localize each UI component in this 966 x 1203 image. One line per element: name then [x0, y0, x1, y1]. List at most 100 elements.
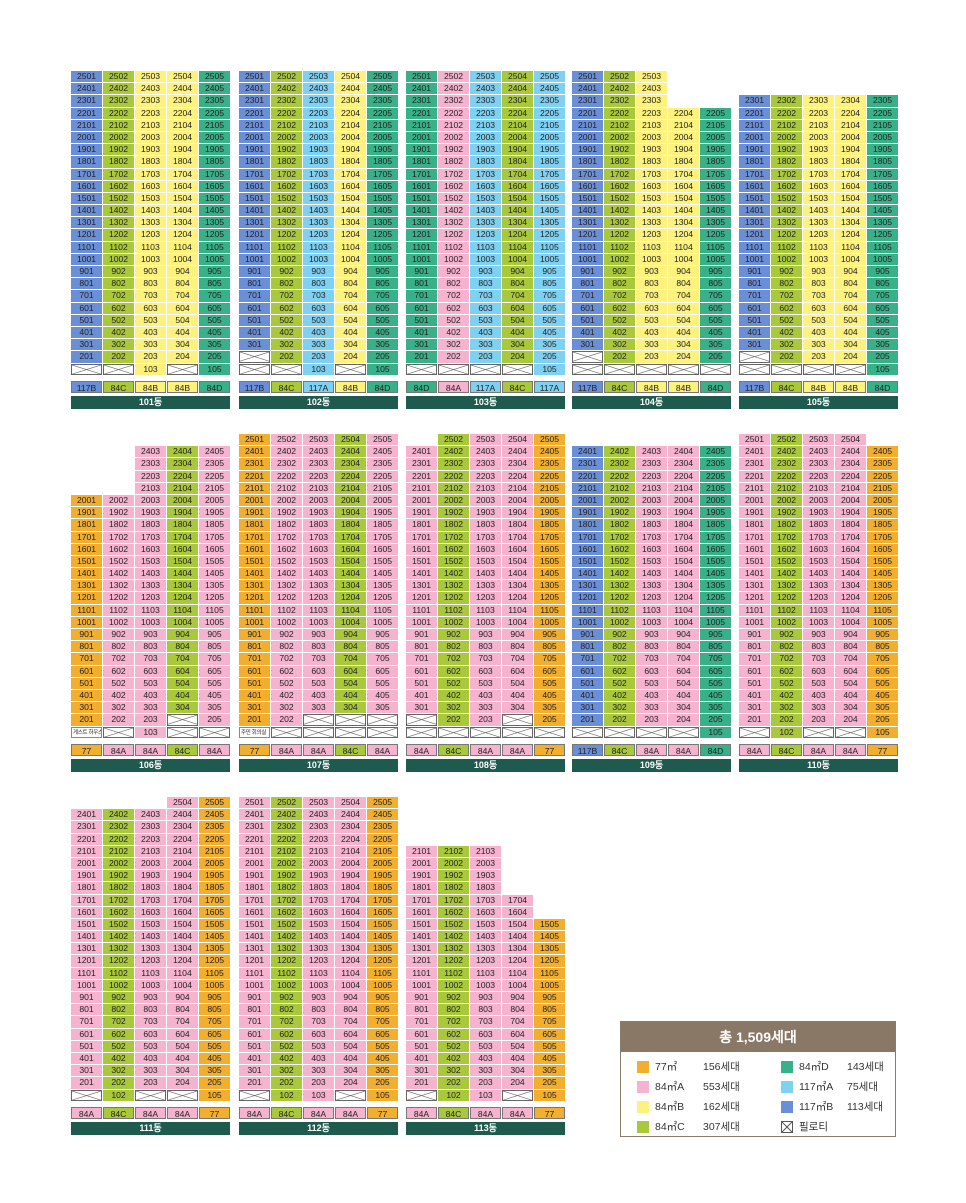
unit-type-label: 117A [470, 380, 501, 393]
unit-cell: 2004 [335, 857, 366, 870]
unit-cell: 405 [367, 1052, 398, 1065]
pilotis-cell [438, 363, 469, 375]
unit-cell: 1702 [771, 168, 802, 180]
unit-cell: 2305 [199, 821, 230, 833]
unit-cell: 1201 [71, 229, 102, 241]
unit-cell: 205 [199, 351, 230, 363]
unit-cell: 2404 [502, 83, 533, 95]
unit-cell: 1703 [303, 168, 334, 180]
unit-cell: 2204 [335, 470, 366, 482]
unit-cell: 901 [239, 266, 270, 278]
unit-cell: 2403 [470, 83, 501, 95]
empty-cell [534, 870, 565, 881]
unit-cell: 1401 [572, 568, 603, 580]
unit-cell: 1002 [271, 979, 302, 991]
empty-cell [71, 434, 102, 445]
unit-cell: 905 [367, 266, 398, 278]
pilotis-cell [470, 363, 501, 375]
unit-cell: 205 [867, 714, 898, 726]
unit-cell: 1801 [739, 519, 770, 531]
unit-cell: 805 [534, 1004, 565, 1016]
unit-cell: 304 [502, 339, 533, 351]
unit-cell: 1203 [135, 592, 166, 604]
unit-cell: 203 [135, 351, 166, 363]
unit-cell: 1305 [534, 580, 565, 592]
unit-cell: 2501 [239, 797, 270, 809]
unit-cell: 701 [71, 1016, 102, 1028]
unit-cell: 2402 [271, 83, 302, 95]
unit-cell: 1803 [470, 156, 501, 168]
unit-cell: 1901 [71, 870, 102, 882]
unit-cell: 1303 [135, 217, 166, 229]
unit-cell: 2001 [406, 857, 437, 870]
unit-cell: 1801 [71, 882, 102, 894]
unit-cell: 1805 [867, 519, 898, 531]
unit-cell: 1804 [668, 156, 699, 168]
unit-cell: 205 [700, 351, 731, 363]
unit-cell: 902 [271, 992, 302, 1004]
unit-cell: 1801 [406, 882, 437, 894]
unit-cell: 1002 [103, 979, 134, 991]
unit-cell: 1503 [135, 918, 166, 931]
legend-item: 117㎡B 113세대 [781, 1100, 883, 1114]
pilotis-cell [167, 714, 198, 726]
unit-cell: 704 [835, 290, 866, 302]
unit-cell: 1502 [271, 192, 302, 205]
unit-cell: 2203 [303, 833, 334, 845]
legend-count: 307세대 [703, 1121, 740, 1133]
unit-cell: 2403 [803, 446, 834, 458]
unit-cell: 1305 [534, 217, 565, 229]
unit-cell: 801 [739, 641, 770, 653]
unit-cell: 802 [604, 641, 635, 653]
unit-cell: 905 [199, 266, 230, 278]
unit-cell: 2204 [502, 470, 533, 482]
unit-cell: 1201 [406, 229, 437, 241]
unit-cell: 901 [572, 629, 603, 641]
unit-cell: 2401 [406, 83, 437, 95]
pilotis-cell [470, 726, 501, 738]
unit-cell: 1204 [335, 955, 366, 967]
unit-cell: 2205 [534, 470, 565, 482]
unit-type-label: 84A [135, 1106, 166, 1119]
unit-cell: 1004 [335, 979, 366, 991]
unit-cell: 1403 [636, 568, 667, 580]
unit-cell: 2404 [335, 83, 366, 95]
unit-cell: 1703 [470, 894, 501, 906]
unit-cell: 2003 [470, 494, 501, 507]
unit-cell: 1603 [636, 180, 667, 192]
unit-cell: 503 [803, 314, 834, 326]
unit-cell: 1003 [470, 616, 501, 628]
unit-cell: 2001 [239, 131, 270, 144]
unit-cell: 1403 [636, 205, 667, 217]
empty-cell [636, 434, 667, 445]
unit-cell: 1502 [438, 192, 469, 205]
unit-cell: 301 [406, 1065, 437, 1077]
unit-cell: 1203 [803, 229, 834, 241]
unit-cell: 602 [103, 665, 134, 677]
unit-cell: 1803 [135, 156, 166, 168]
unit-cell: 1902 [771, 507, 802, 519]
unit-cell: 301 [739, 339, 770, 351]
unit-cell: 1603 [636, 543, 667, 555]
legend-body: 77㎡ 156세대 84㎡A 553세대 84㎡B 162세대 84㎡C 307세대 84㎡D 1… [621, 1052, 895, 1136]
unit-cell: 1001 [572, 616, 603, 628]
unit-cell: 2302 [771, 95, 802, 107]
unit-cell: 2304 [335, 821, 366, 833]
unit-cell: 2104 [335, 482, 366, 494]
unit-cell: 2304 [335, 458, 366, 470]
unit-cell: 603 [303, 1028, 334, 1040]
unit-cell: 1004 [167, 616, 198, 628]
unit-cell: 403 [803, 326, 834, 339]
unit-cell: 2202 [271, 833, 302, 845]
floor-grid: 2501 2502 2503 2504 2505 2401 2402 2403 2404 2405… [239, 434, 398, 738]
unit-cell: 201 [406, 1077, 437, 1089]
unit-cell: 302 [103, 339, 134, 351]
dong-block: 2403 2404 2405 2303 2304 2305 2203 2204 2205 2103… [71, 434, 230, 772]
unit-cell: 2203 [303, 107, 334, 119]
unit-cell: 603 [470, 1028, 501, 1040]
unit-cell: 603 [803, 665, 834, 677]
unit-cell: 602 [771, 665, 802, 677]
unit-cell: 102 [103, 1089, 134, 1101]
unit-cell: 401 [71, 1052, 102, 1065]
unit-type-label: 84C [103, 1106, 134, 1119]
